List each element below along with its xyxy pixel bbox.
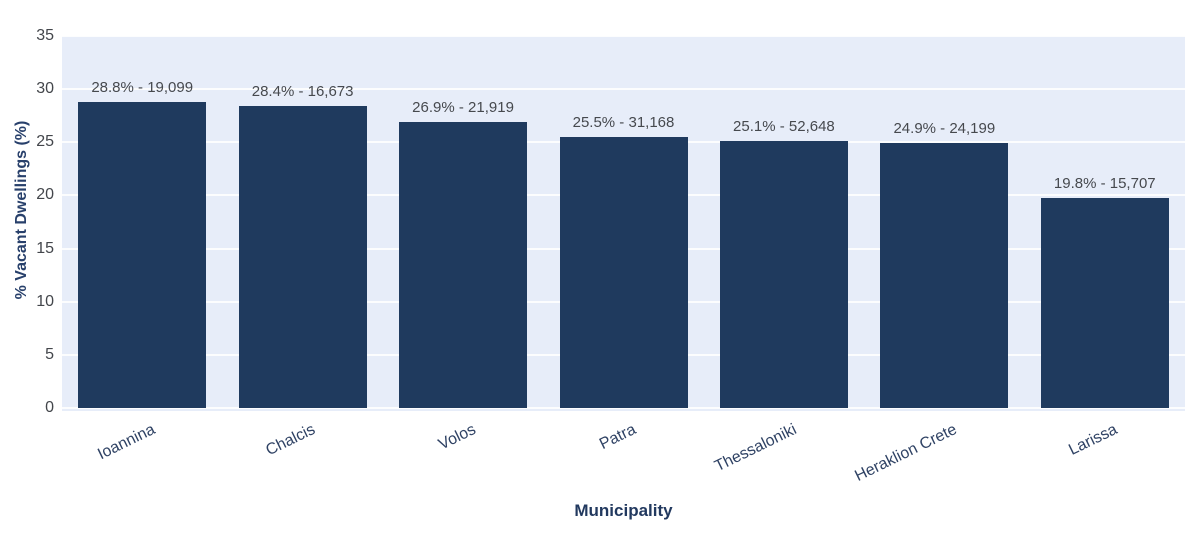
y-tick-label: 10 [36,292,54,310]
bar-value-label: 28.8% - 19,099 [91,78,194,96]
bar-value-label: 24.9% - 24,199 [893,120,996,138]
y-tick-label: 0 [45,399,54,416]
y-tick-label: 35 [36,27,54,44]
gridline [62,407,1185,409]
bar-patra [559,136,688,408]
bar-value-label: 19.8% - 15,707 [1053,174,1156,192]
bar-value-label: 28.4% - 16,673 [251,83,354,101]
bar-heraklion-crete [880,143,1009,408]
bar-ioannina [78,101,207,408]
y-tick-label: 15 [36,239,54,257]
bar-larissa [1040,197,1169,408]
plot-area: 28.8% - 19,099 28.4% - 16,673 26.9% - 21,9… [62,35,1185,411]
x-tick-label-thessaloniki: Thessaloniki [712,421,800,476]
gridline [62,88,1185,91]
bar-chalcis [238,106,367,408]
bar-thessaloniki [719,141,848,408]
x-tick-label-larissa: Larissa [1066,421,1121,459]
x-tick-label-volos: Volos [435,421,479,454]
y-tick-label: 5 [45,345,54,363]
x-tick-label-ioannina: Ioannina [95,421,158,464]
x-tick-label-chalcis: Chalcis [263,421,319,460]
x-tick-label-heraklion-crete: Heraklion Crete [852,421,960,486]
y-tick-label: 25 [36,133,54,151]
bar-volos [399,122,528,408]
x-tick-label-patra: Patra [597,421,639,454]
y-tick-label: 30 [36,80,54,98]
bar-value-label: 25.1% - 52,648 [733,118,835,136]
y-tick-label: 20 [36,186,54,204]
bar-value-label: 25.5% - 31,168 [572,113,675,131]
bar-value-label: 26.9% - 21,919 [412,99,514,117]
gridline [62,35,1185,37]
x-axis-title: Municipality [574,501,673,520]
